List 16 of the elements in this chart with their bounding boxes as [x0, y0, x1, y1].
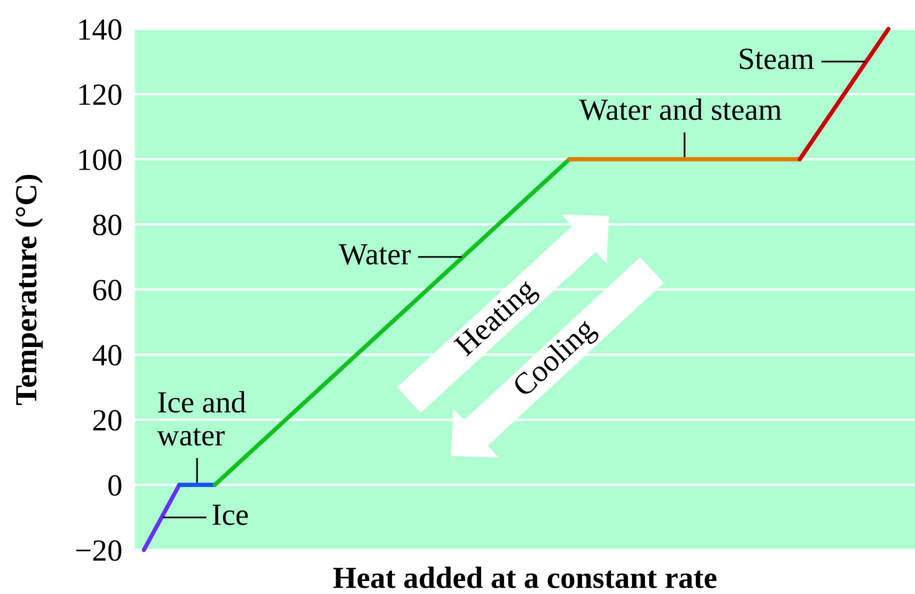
y-tick-label: 120	[79, 84, 122, 106]
y-tick-label: 0	[108, 475, 122, 496]
series-label: Water	[338, 244, 411, 265]
y-tick-label: 100	[79, 150, 122, 170]
series-label: Ice and water	[157, 391, 246, 446]
x-axis-title: Heat added at a constant rate	[333, 566, 716, 588]
series-label: Ice	[212, 504, 248, 526]
y-axis-title: Temperature (°C)	[15, 174, 43, 406]
y-tick-label: −20	[76, 540, 122, 561]
y-tick-label: 20	[93, 410, 122, 431]
y-tick-label: 40	[92, 344, 122, 366]
y-tick-label: 140	[79, 19, 122, 40]
series-label: Steam	[740, 48, 814, 70]
y-tick-label: 60	[93, 280, 122, 300]
series-label: Water and steam	[579, 98, 782, 120]
y-tick-label: 80	[93, 214, 122, 236]
